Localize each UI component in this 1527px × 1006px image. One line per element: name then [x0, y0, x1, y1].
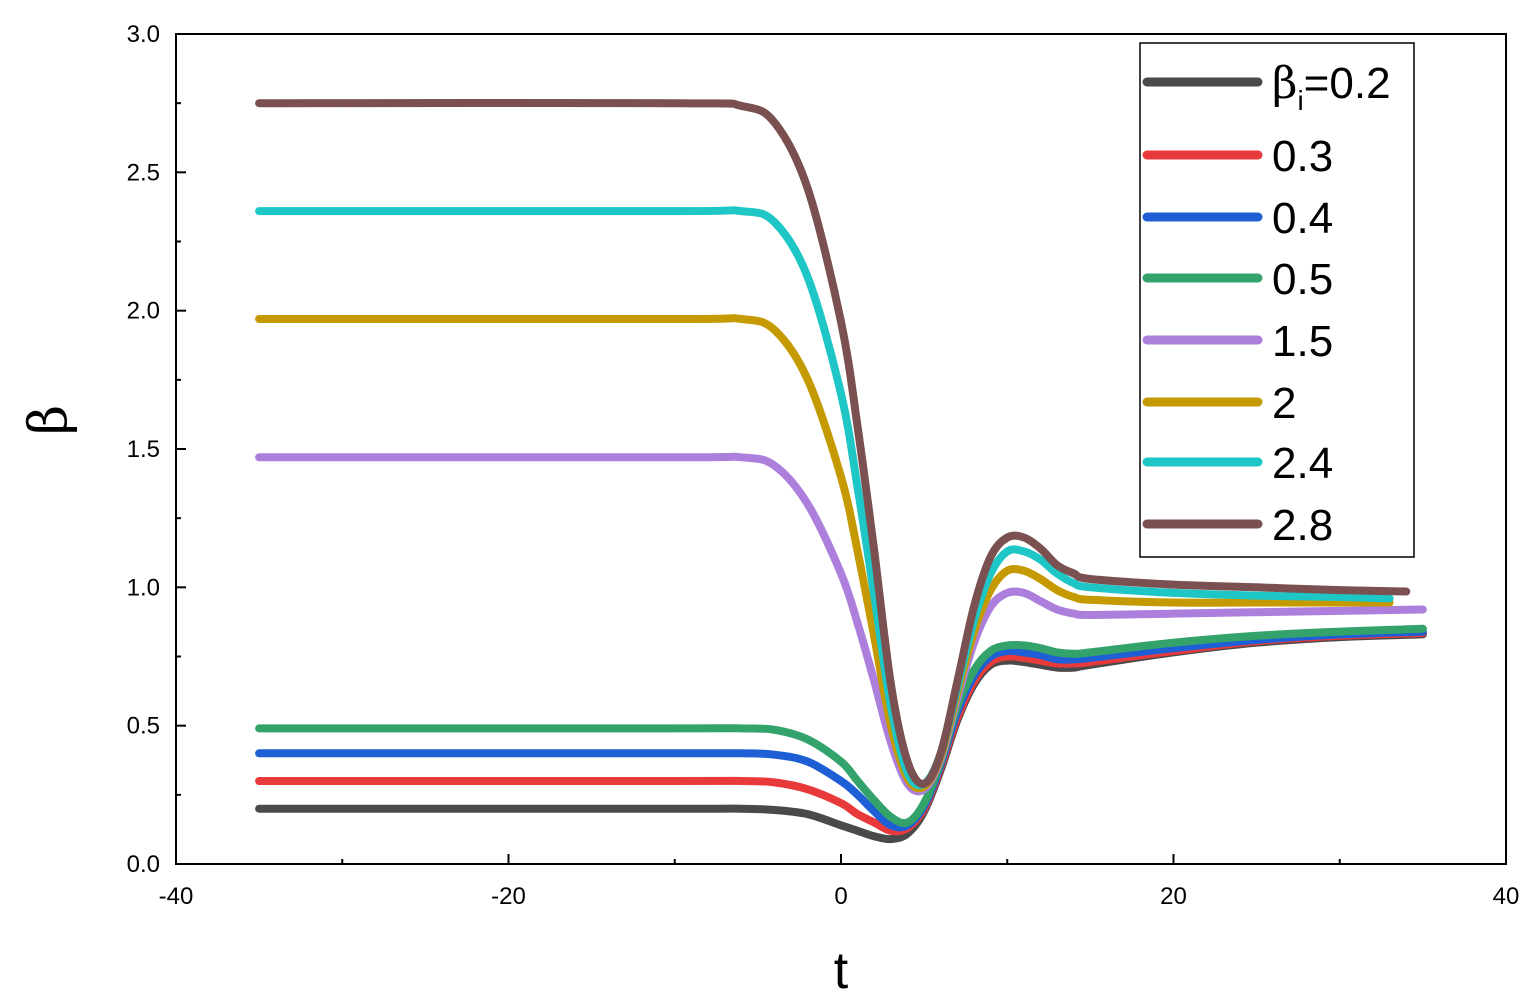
legend: βi=0.2 0.3 0.4 0.5 1.5 2 2.4 2.8 — [1139, 42, 1415, 558]
series-line-3 — [255, 624, 1427, 828]
x-axis-title: t — [834, 942, 849, 1000]
x-tick-label: -40 — [159, 883, 194, 910]
legend-label-4: 1.5 — [1272, 317, 1333, 366]
legend-title-subscript: i — [1297, 85, 1303, 116]
y-tick-label: 1.5 — [127, 436, 160, 463]
legend-first-value: =0.2 — [1304, 59, 1391, 108]
x-tick-label: 0 — [834, 883, 847, 910]
x-tick-label: 20 — [1160, 883, 1187, 910]
series-line-0 — [255, 630, 1427, 844]
legend-title-beta: β — [1272, 58, 1297, 109]
y-tick-label: 2.5 — [127, 159, 160, 186]
legend-label-3: 0.5 — [1272, 255, 1333, 304]
y-tick-label: 2.0 — [127, 298, 160, 325]
legend-box — [1139, 42, 1415, 558]
ticks-layer: -40 -20 0 20 40 0.0 0.5 1.0 1.5 2.0 2.5 3.0 — [127, 21, 1520, 910]
legend-label-1: 0.3 — [1272, 132, 1333, 181]
y-axis-title: β — [19, 405, 79, 435]
legend-label-5: 2 — [1272, 379, 1296, 428]
y-tick-label: 1.0 — [127, 574, 160, 601]
legend-label-6: 2.4 — [1272, 439, 1333, 488]
y-tick-label: 0.5 — [127, 713, 160, 740]
y-tick-label: 0.0 — [127, 851, 160, 878]
series-line-7 — [255, 98, 1411, 788]
legend-label-2: 0.4 — [1272, 194, 1333, 243]
legend-label-7: 2.8 — [1272, 501, 1333, 550]
x-tick-label: 40 — [1493, 883, 1520, 910]
x-tick-label: -20 — [491, 883, 526, 910]
y-tick-label: 3.0 — [127, 21, 160, 48]
legend-label-0: βi=0.2 — [1272, 58, 1391, 116]
series-layer — [255, 98, 1427, 844]
